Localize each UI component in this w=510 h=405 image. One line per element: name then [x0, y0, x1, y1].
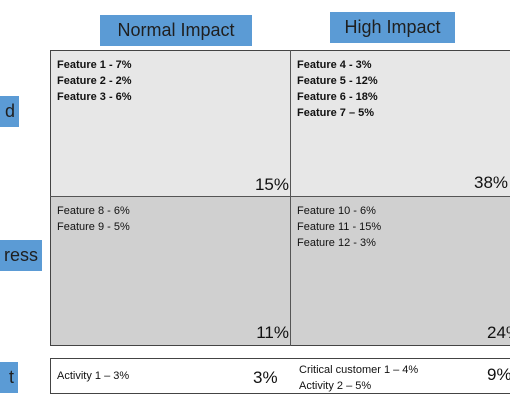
list-item: Feature 12 - 3% — [297, 237, 376, 249]
list-item: Feature 3 - 6% — [57, 91, 132, 103]
column-header-high-impact: High Impact — [330, 12, 455, 43]
quadrant-top-right-list: Feature 4 - 3% Feature 5 - 12% Feature 6… — [297, 57, 378, 121]
quadrant-bottom-left: Feature 8 - 6% Feature 9 - 5% 11% — [51, 197, 291, 345]
quadrant-bottom-right: Feature 10 - 6% Feature 11 - 15% Feature… — [291, 197, 510, 345]
list-item: Feature 11 - 15% — [297, 221, 382, 233]
list-item: Feature 2 - 2% — [57, 75, 132, 87]
bottom-row-left-percent: 3% — [253, 368, 278, 387]
quadrant-bottom-left-percent: 11% — [256, 323, 289, 342]
list-item: Critical customer 1 – 4% — [299, 364, 419, 376]
list-item: Feature 7 – 5% — [297, 107, 375, 119]
row-label-bottom: t — [0, 362, 18, 393]
list-item: Feature 9 - 5% — [57, 221, 130, 233]
list-item: Activity 1 – 3% — [57, 370, 130, 382]
column-header-high-impact-label: High Impact — [344, 17, 441, 37]
row-label-middle-text: ress — [3, 245, 38, 265]
list-item: Feature 8 - 6% — [57, 205, 130, 217]
quadrant-top-right-percent: 38% — [474, 173, 509, 192]
quadrant-top-left-list: Feature 1 - 7% Feature 2 - 2% Feature 3 … — [57, 57, 132, 105]
row-label-top: d — [0, 96, 19, 127]
row-label-middle: ress — [0, 240, 42, 271]
list-item: Feature 6 - 18% — [297, 91, 378, 103]
quadrant-bottom-right-percent: 24% — [487, 323, 510, 342]
matrix-border — [50, 50, 510, 346]
list-item: Feature 10 - 6% — [297, 205, 376, 217]
list-item: Feature 1 - 7% — [57, 59, 132, 71]
bottom-row-right-percent: 9% — [487, 365, 510, 384]
column-header-normal-impact-label: Normal Impact — [117, 20, 235, 40]
matrix-horizontal-divider — [50, 196, 510, 197]
row-label-bottom-text: t — [8, 367, 14, 387]
bottom-row-right-list: Critical customer 1 – 4% Activity 2 – 5% — [299, 362, 418, 394]
matrix-vertical-divider — [290, 50, 291, 346]
quadrant-top-right: Feature 4 - 3% Feature 5 - 12% Feature 6… — [291, 51, 510, 197]
bottom-row-strip: Activity 1 – 3% 3% Critical customer 1 –… — [50, 358, 510, 394]
quadrant-bottom-left-list: Feature 8 - 6% Feature 9 - 5% — [57, 203, 130, 235]
list-item: Feature 5 - 12% — [297, 75, 378, 87]
bottom-row-left-list: Activity 1 – 3% — [57, 368, 129, 384]
quadrant-bottom-right-list: Feature 10 - 6% Feature 11 - 15% Feature… — [297, 203, 381, 251]
list-item: Feature 4 - 3% — [297, 59, 372, 71]
column-header-normal-impact: Normal Impact — [100, 15, 252, 46]
quadrant-top-left: Feature 1 - 7% Feature 2 - 2% Feature 3 … — [51, 51, 291, 197]
list-item: Activity 2 – 5% — [299, 380, 372, 392]
row-label-top-text: d — [4, 101, 15, 121]
quadrant-top-left-percent: 15% — [254, 175, 289, 194]
